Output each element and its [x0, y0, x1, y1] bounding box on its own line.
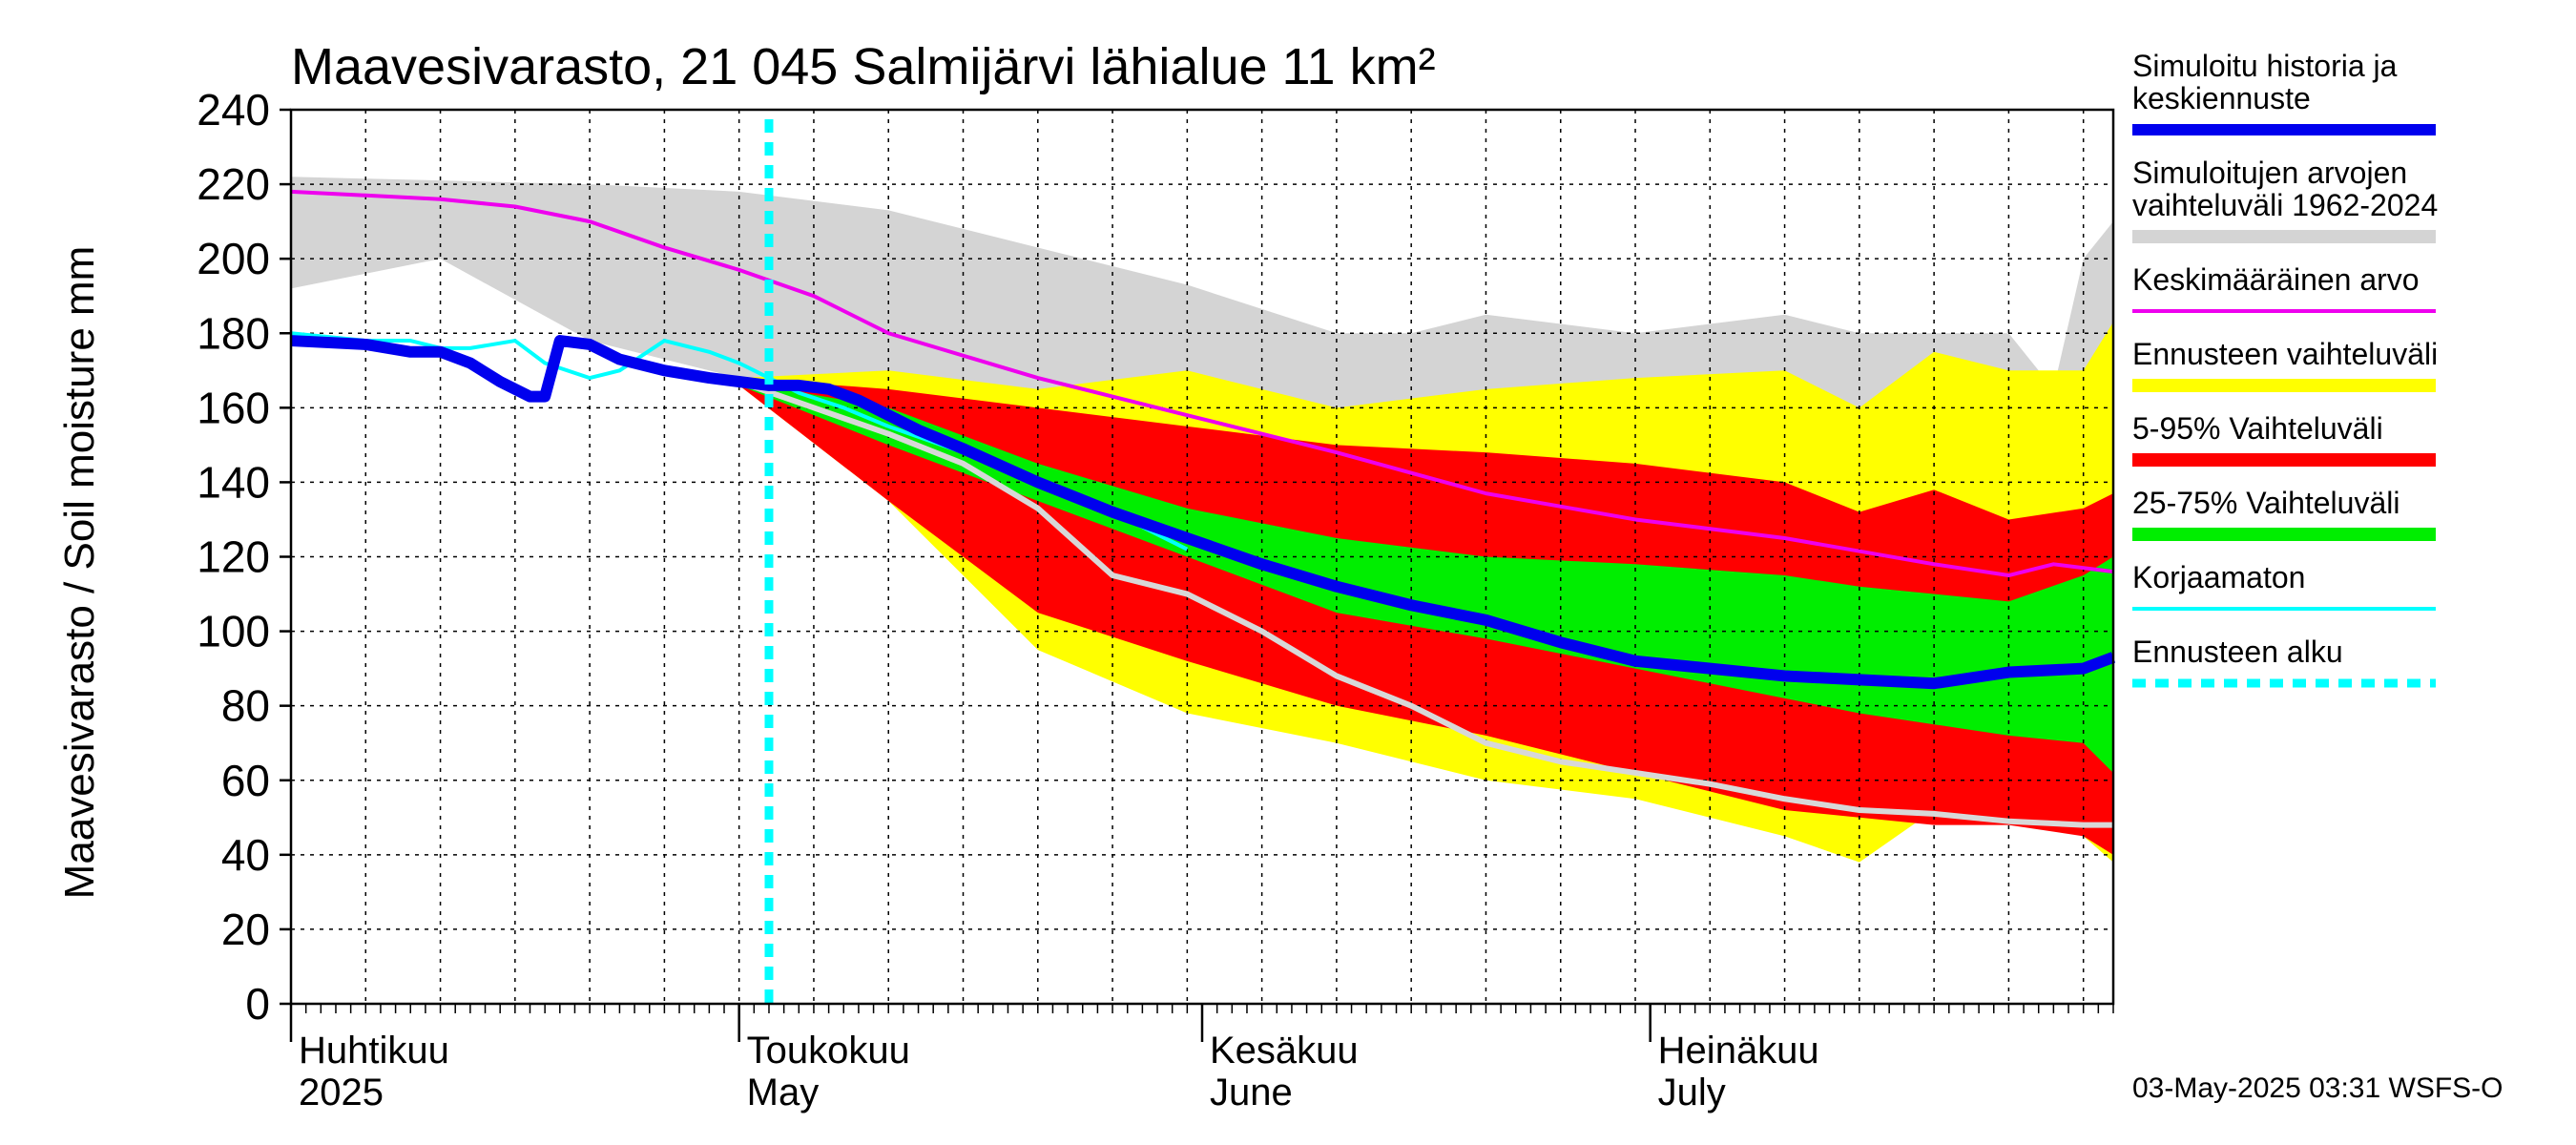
legend-label-5-95-vaihteluv-li: 5-95% Vaihteluväli [2132, 411, 2383, 446]
legend-label-simuloitujen-arvojen-vaihteluv-li-1962-2024-line1: Simuloitujen arvojen [2132, 156, 2407, 190]
grid-layer [290, 109, 2113, 1005]
y-tick-label-80: 80 [221, 681, 270, 731]
chart-title: Maavesivarasto, 21 045 Salmijärvi lähial… [291, 38, 1436, 95]
axes-layer: 0 20 40 60 80 100 120 140 160 180 200 220 240 Huhtiku… [197, 85, 2115, 1114]
legend-label-simuloitu-historia-ja-keskiennuste-line1: Simuloitu historia ja [2132, 49, 2398, 83]
legend-label-korjaamaton: Korjaamaton [2132, 560, 2305, 594]
y-tick-label-140: 140 [197, 457, 270, 507]
y-tick-label-60: 60 [221, 756, 270, 805]
legend-label-ennusteen-alku: Ennusteen alku [2132, 635, 2343, 669]
y-tick-label-120: 120 [197, 532, 270, 582]
y-tick-label-0: 0 [245, 979, 270, 1029]
legend-label-simuloitujen-arvojen-vaihteluv-li-1962-2024-line2: vaihteluväli 1962-2024 [2132, 188, 2438, 222]
band-layer [291, 177, 2113, 863]
legend-label-simuloitu-historia-ja-keskiennuste-line2: keskiennuste [2132, 81, 2311, 115]
line-ennuste-ei-korjattu [737, 379, 2113, 828]
month-sublabel-hein-kuu: July [1658, 1072, 1726, 1114]
y-tick-label-40: 40 [221, 830, 270, 880]
line-simuloitu-historia-ja-keskiennuste [290, 335, 2116, 690]
y-tick-label-160: 160 [197, 383, 270, 432]
legend-label-25-75-vaihteluv-li: 25-75% Vaihteluväli [2132, 486, 2399, 520]
month-label-hein-kuu: Heinäkuu [1658, 1030, 1819, 1072]
line-keskim-r-inen-arvo [290, 189, 2114, 578]
month-sublabel-kes-kuu: June [1210, 1072, 1293, 1114]
month-sublabel-huhtikuu: 2025 [299, 1072, 384, 1114]
y-axis-label: Maavesivarasto / Soil moisture mm [56, 246, 103, 900]
month-label-huhtikuu: Huhtikuu [299, 1030, 449, 1072]
month-sublabel-toukokuu: May [747, 1072, 820, 1114]
y-tick-label-200: 200 [197, 234, 270, 283]
legend-label-ennusteen-vaihteluv-li: Ennusteen vaihteluväli [2132, 337, 2438, 371]
line-layer [290, 119, 2116, 1004]
legend-label-keskim-r-inen-arvo: Keskimääräinen arvo [2132, 262, 2420, 297]
y-tick-label-240: 240 [197, 85, 270, 135]
y-tick-label-20: 20 [221, 905, 270, 954]
y-tick-label-220: 220 [197, 159, 270, 209]
month-label-kes-kuu: Kesäkuu [1210, 1030, 1359, 1072]
footer-timestamp: 03-May-2025 03:31 WSFS-O [2132, 1072, 2503, 1104]
y-tick-label-180: 180 [197, 308, 270, 358]
y-tick-label-100: 100 [197, 607, 270, 656]
month-label-toukokuu: Toukokuu [747, 1030, 910, 1072]
